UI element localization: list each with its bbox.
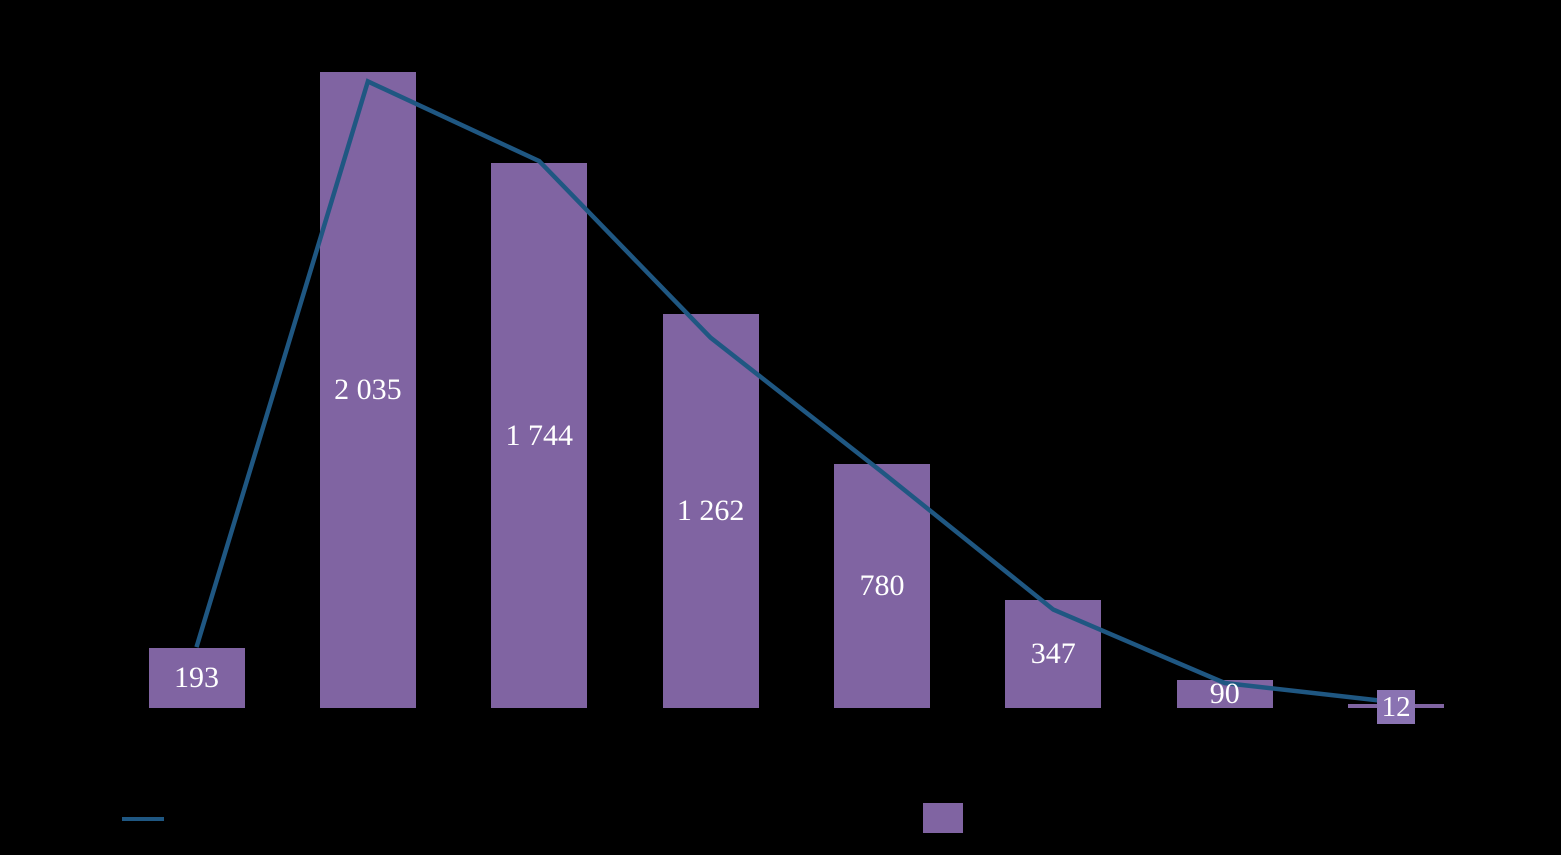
bar (319, 72, 416, 708)
bar (1005, 599, 1102, 708)
bar (148, 647, 245, 708)
bar (491, 162, 588, 708)
bar (834, 464, 930, 708)
bar (662, 313, 759, 708)
bar (1176, 679, 1273, 708)
bar (1348, 704, 1445, 708)
